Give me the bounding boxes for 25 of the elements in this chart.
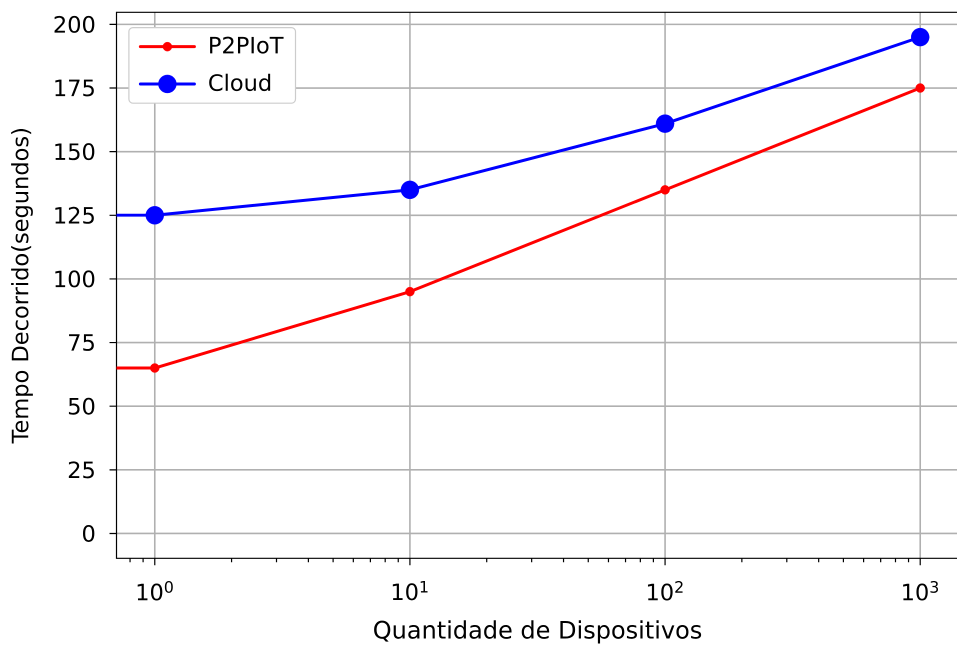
y-axis-title: Tempo Decorrido(segundos) xyxy=(11,129,33,444)
point xyxy=(400,180,420,200)
x-tick-label: 10$^{1}$ xyxy=(392,581,428,600)
point xyxy=(656,114,674,133)
x-tick-label: 10$^{0}$ xyxy=(138,581,173,601)
y-tick-label: 75 xyxy=(69,334,94,351)
y-tick-label: 100 xyxy=(55,270,94,288)
point xyxy=(911,28,930,46)
legend-label: Cloud xyxy=(209,74,270,92)
point xyxy=(660,185,670,195)
point xyxy=(146,206,164,224)
legend-label: P2PIoT xyxy=(210,36,284,54)
x-tick-label: 10$^{2}$ xyxy=(648,581,683,601)
x-tick-label: 10$^{3}$ xyxy=(903,581,938,601)
y-tick-label: 125 xyxy=(55,206,94,224)
y-tick-label: 150 xyxy=(55,143,94,160)
y-tick-label: 175 xyxy=(55,80,94,96)
point xyxy=(150,363,160,373)
y-tick-label: 25 xyxy=(68,461,94,478)
y-tick-label: 50 xyxy=(68,398,94,415)
x-axis-title: Quantidade de Dispositivos xyxy=(374,620,702,644)
y-tick-label: 0 xyxy=(83,524,94,542)
y-tick-label: 200 xyxy=(54,16,94,33)
point xyxy=(405,286,415,296)
point xyxy=(916,83,925,93)
